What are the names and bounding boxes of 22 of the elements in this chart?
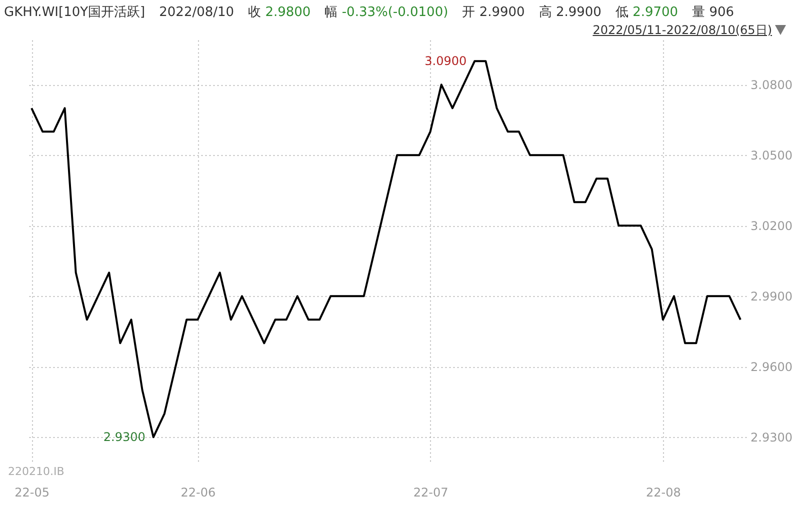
- annotation: 2.9300: [103, 430, 146, 444]
- text: 2022/08/10: [159, 5, 234, 20]
- x-tick-label: 22-07: [413, 486, 448, 500]
- text: 2022/05/11-2022/08/10(65日): [592, 22, 772, 39]
- text: 幅 -0.33%(-0.0100): [324, 5, 448, 20]
- x-tick-label: 22-08: [646, 486, 681, 500]
- y-tick-label: 3.0500: [750, 148, 792, 163]
- text: 高 2.9900: [538, 5, 602, 20]
- text: 开 2.9900: [462, 5, 525, 20]
- text: 低 2.9700: [615, 5, 678, 20]
- text: 收 2.9800: [248, 5, 311, 20]
- y-tick-label: 2.9300: [750, 430, 792, 445]
- y-tick-label: 3.0200: [750, 219, 792, 234]
- x-tick-label: 22-05: [14, 486, 50, 500]
- annotation: 3.0900: [424, 54, 467, 68]
- text: 量 906: [692, 5, 734, 20]
- chart-title: GKHY.WI[10Y国开活跃]: [4, 5, 146, 20]
- y-tick-label: 2.9900: [750, 290, 792, 304]
- text: 220210.IB: [8, 465, 64, 478]
- y-tick-label: 2.9600: [750, 360, 792, 374]
- x-tick-label: 22-06: [180, 486, 216, 500]
- y-tick-label: 3.0800: [750, 78, 792, 92]
